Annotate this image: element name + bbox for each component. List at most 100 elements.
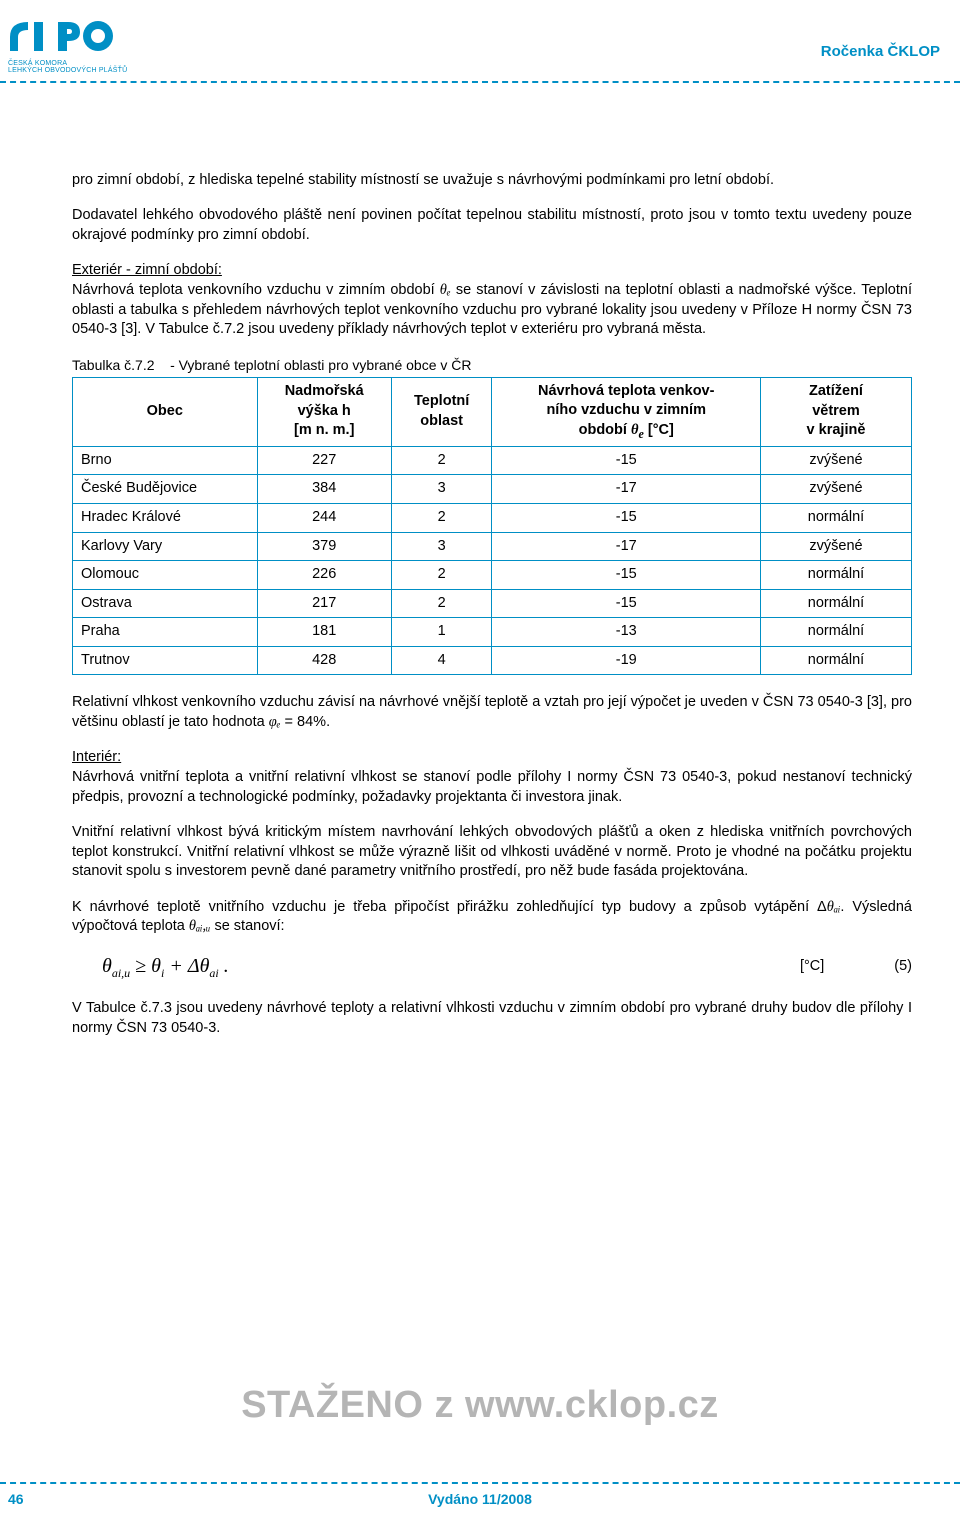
para7-theta2: θₐᵢ,ᵤ [189,918,211,934]
table-cell: 2 [391,589,492,618]
f-lhs: θ [102,955,112,977]
table-cell: zvýšené [760,532,911,561]
paragraph-1: pro zimní období, z hlediska tepelné sta… [72,171,912,191]
publication-title: Ročenka ČKLOP [821,12,940,62]
table-row: Praha1811-13normální [73,618,912,647]
table-cell: normální [760,618,911,647]
table-row: Ostrava2172-15normální [73,589,912,618]
table-cell: 2 [391,561,492,590]
table-cell: normální [760,646,911,675]
para3-body-a: Návrhová teplota venkovního vzduchu v zi… [72,282,440,298]
para4-b: = 84%. [281,714,331,730]
para7-c: se stanoví: [210,918,284,934]
table-header-cell: Nadmořskávýška h[m n. m.] [257,377,391,446]
table-cell: 4 [391,646,492,675]
table-cell: 226 [257,561,391,590]
table-cell: Karlovy Vary [73,532,258,561]
table-row: Brno2272-15zvýšené [73,446,912,475]
f-rhs2-sub: ai [209,966,218,980]
para4-a: Relativní vlhkost venkovního vzduchu záv… [72,694,912,730]
f-rel: ≥ [130,955,151,977]
para4-phi: φₑ [269,714,281,730]
f-rhs2: θ [200,955,210,977]
table-row: Trutnov4284-19normální [73,646,912,675]
table-cell: Praha [73,618,258,647]
logo-subtitle: ČESKÁ KOMORA LEHKÝCH OBVODOVÝCH PLÁŠŤŮ [8,60,138,75]
formula: θai,u ≥ θi + Δθai . [102,953,229,981]
table-cell: normální [760,561,911,590]
table-cell: Hradec Králové [73,503,258,532]
formula-row: θai,u ≥ θi + Δθai . [°C] (5) [72,953,912,981]
paragraph-3: Exteriér - zimní období: Návrhová teplot… [72,261,912,339]
table-cell: -15 [492,446,760,475]
table-cell: 3 [391,532,492,561]
table-row: České Budějovice3843-17zvýšené [73,475,912,504]
table-row: Karlovy Vary3793-17zvýšené [73,532,912,561]
table-cell: -17 [492,532,760,561]
para5-body: Návrhová vnitřní teplota a vnitřní relat… [72,769,912,805]
table-cell: zvýšené [760,446,911,475]
logo-icon [8,12,138,58]
table-cell: 379 [257,532,391,561]
formula-eqnum: (5) [894,957,912,977]
content-area: pro zimní období, z hlediska tepelné sta… [0,83,960,1039]
table-cell: -15 [492,503,760,532]
para3-theta: θₑ [440,282,451,298]
table-cell: Olomouc [73,561,258,590]
table-cell: 3 [391,475,492,504]
table-cell: 217 [257,589,391,618]
table-cell: 227 [257,446,391,475]
table-cell: zvýšené [760,475,911,504]
table-cell: 2 [391,446,492,475]
table-cell: normální [760,589,911,618]
paragraph-8: V Tabulce č.7.3 jsou uvedeny návrhové te… [72,999,912,1038]
logo-sub-line2: LEHKÝCH OBVODOVÝCH PLÁŠŤŮ [8,67,127,74]
table-caption: Tabulka č.7.2 - Vybrané teplotní oblasti… [72,356,912,375]
f-rhs1: θ [151,955,161,977]
paragraph-6: Vnitřní relativní vlhkost bývá kritickým… [72,823,912,882]
table-cell: -19 [492,646,760,675]
f-lhs-sub: ai,u [112,966,130,980]
table-cell: -15 [492,589,760,618]
table-cell: 244 [257,503,391,532]
table-cell: 1 [391,618,492,647]
table-cell: 181 [257,618,391,647]
f-tail: . [219,955,229,977]
page-header: ČESKÁ KOMORA LEHKÝCH OBVODOVÝCH PLÁŠŤŮ R… [0,0,960,83]
table-header-cell: Teplotníoblast [391,377,492,446]
table-cell: -17 [492,475,760,504]
table-row: Olomouc2262-15normální [73,561,912,590]
table-header-cell: Zatíženívětremv krajině [760,377,911,446]
formula-unit: [°C] [800,957,824,977]
table-cell: Ostrava [73,589,258,618]
table-cell: Trutnov [73,646,258,675]
paragraph-5: Interiér: Návrhová vnitřní teplota a vni… [72,748,912,807]
footer-issued: Vydáno 11/2008 [70,1490,960,1509]
table-cell: České Budějovice [73,475,258,504]
cities-table: ObecNadmořskávýška h[m n. m.]Teplotníobl… [72,377,912,676]
para7-a: K návrhové teplotě vnitřního vzduchu je … [72,899,827,915]
paragraph-4: Relativní vlhkost venkovního vzduchu záv… [72,693,912,732]
para7-theta: θₐᵢ [827,899,841,915]
logo-block: ČESKÁ KOMORA LEHKÝCH OBVODOVÝCH PLÁŠŤŮ [8,12,138,75]
table-cell: -13 [492,618,760,647]
table-cell: 2 [391,503,492,532]
page-number: 46 [0,1490,70,1509]
page-footer: 46 Vydáno 11/2008 [0,1482,960,1509]
table-header-cell: Návrhová teplota venkov-ního vzduchu v z… [492,377,760,446]
para3-heading: Exteriér - zimní období: [72,262,222,278]
paragraph-7: K návrhové teplotě vnitřního vzduchu je … [72,898,912,937]
table-caption-prefix: Tabulka č.7.2 [72,357,155,373]
table-row: Hradec Králové2442-15normální [73,503,912,532]
logo-sub-line1: ČESKÁ KOMORA [8,60,67,67]
f-plus: + Δ [164,955,199,977]
table-cell: Brno [73,446,258,475]
table-cell: -15 [492,561,760,590]
para5-heading: Interiér: [72,749,121,765]
table-cell: 384 [257,475,391,504]
table-header-cell: Obec [73,377,258,446]
table-cell: normální [760,503,911,532]
watermark: STAŽENO z www.cklop.cz [0,1380,960,1431]
table-cell: 428 [257,646,391,675]
page: ČESKÁ KOMORA LEHKÝCH OBVODOVÝCH PLÁŠŤŮ R… [0,0,960,1513]
